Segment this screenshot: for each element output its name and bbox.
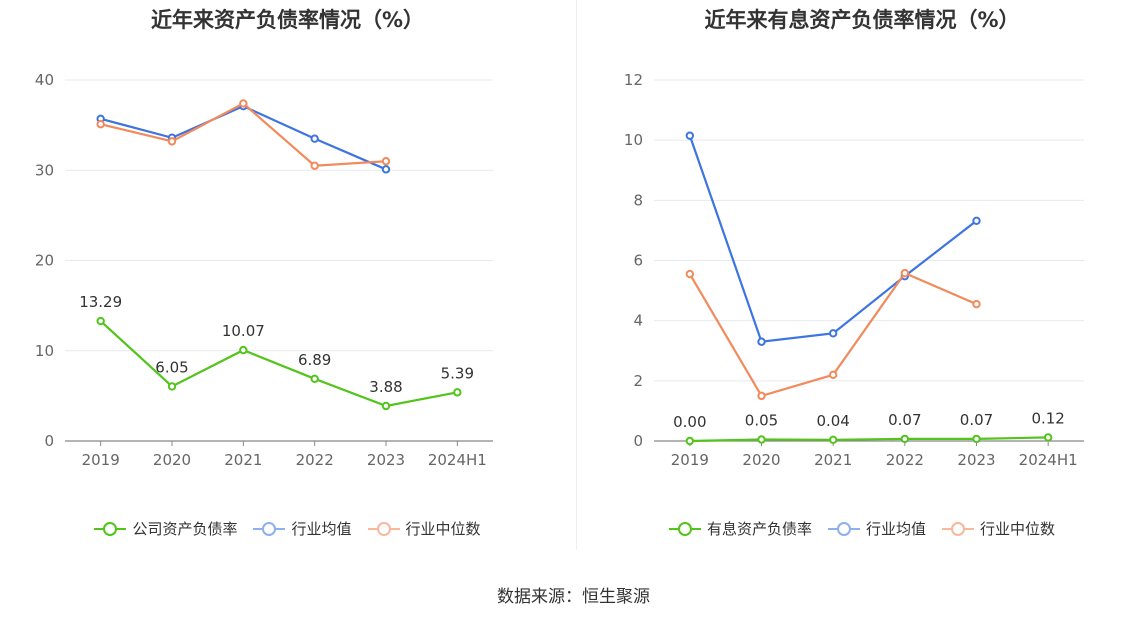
legend-item-industry-median[interactable]: 行业中位数 bbox=[367, 518, 481, 539]
chart-plot-debt-ratio: 0 10 20 30 40 2019 2020 2021 2022 2023 2024H1 13.29… bbox=[35, 71, 493, 469]
data-point bbox=[381, 401, 391, 411]
legend-item-company[interactable]: 有息资产负债率 bbox=[668, 518, 812, 539]
y-tick-label: 30 bbox=[35, 161, 54, 179]
data-point bbox=[972, 216, 981, 225]
y-tick-label: 6 bbox=[633, 252, 643, 270]
legend-label: 行业中位数 bbox=[405, 520, 481, 538]
x-tick-label: 2021 bbox=[814, 451, 852, 469]
data-point bbox=[972, 434, 981, 444]
data-point bbox=[96, 120, 105, 129]
data-label: 0.07 bbox=[888, 411, 921, 429]
legend-line-icon bbox=[827, 521, 860, 536]
x-tick-label: 2020 bbox=[742, 451, 780, 469]
data-label: 6.05 bbox=[155, 358, 188, 376]
data-point bbox=[828, 329, 838, 338]
data-point bbox=[381, 165, 391, 174]
y-tick-label: 0 bbox=[633, 432, 643, 450]
data-point bbox=[310, 161, 319, 170]
data-point bbox=[1043, 433, 1053, 442]
y-tick-label: 10 bbox=[624, 131, 643, 149]
legend-line-icon bbox=[94, 521, 127, 536]
data-label: 0.12 bbox=[1031, 409, 1064, 427]
legend-line-icon bbox=[942, 521, 974, 536]
legend-item-industry-mean[interactable]: 行业均值 bbox=[253, 518, 352, 539]
data-label: 6.89 bbox=[298, 351, 331, 369]
x-tick-label: 2023 bbox=[957, 451, 995, 469]
y-tick-label: 40 bbox=[35, 71, 54, 89]
data-point bbox=[239, 99, 248, 108]
x-tick-label: 2024H1 bbox=[1019, 451, 1078, 469]
legend-label: 公司资产负债率 bbox=[132, 520, 238, 538]
data-point bbox=[828, 435, 838, 444]
series-line bbox=[99, 320, 458, 408]
y-tick-label: 4 bbox=[633, 312, 643, 330]
data-point bbox=[381, 157, 391, 166]
chart-panel-debt-ratio: 近年来资产负债率情况（%） 0 10 20 30 40 2019 2020 2021 2022 2… bbox=[0, 0, 575, 560]
legend-label: 行业中位数 bbox=[980, 520, 1056, 538]
data-point bbox=[828, 370, 838, 380]
x-tick-label: 2023 bbox=[367, 451, 405, 469]
chart-legend: 公司资产负债率 行业均值 行业中位数 bbox=[0, 518, 575, 539]
data-point bbox=[900, 434, 910, 444]
data-point bbox=[310, 134, 319, 143]
legend-label: 有息资产负债率 bbox=[706, 520, 812, 538]
data-label: 3.88 bbox=[369, 378, 402, 396]
series-line bbox=[688, 135, 978, 343]
y-tick-label: 2 bbox=[633, 372, 643, 390]
y-tick-label: 12 bbox=[624, 71, 643, 89]
legend-item-company[interactable]: 公司资产负债率 bbox=[94, 518, 237, 539]
x-tick-label: 2024H1 bbox=[428, 451, 487, 469]
data-point bbox=[685, 131, 695, 140]
data-point bbox=[757, 337, 766, 346]
x-tick-label: 2022 bbox=[296, 451, 334, 469]
chart-title: 近年来资产负债率情况（%） bbox=[150, 8, 425, 32]
series-line bbox=[689, 436, 1049, 443]
data-label: 10.07 bbox=[222, 322, 265, 340]
y-tick-label: 10 bbox=[35, 342, 54, 360]
data-point bbox=[685, 436, 695, 446]
legend-item-industry-mean[interactable]: 行业均值 bbox=[827, 518, 926, 539]
chart-panel-interest-debt-ratio: 近年来有息资产负债率情况（%） 0 2 4 6 8 10 12 2019 2020 2021 202… bbox=[577, 0, 1147, 560]
legend-line-icon bbox=[668, 521, 701, 536]
data-point bbox=[900, 268, 910, 278]
legend-label: 行业均值 bbox=[865, 520, 926, 538]
data-label: 5.39 bbox=[441, 364, 474, 382]
legend-line-icon bbox=[253, 521, 286, 536]
data-label: 0.05 bbox=[745, 411, 778, 429]
data-point bbox=[685, 269, 695, 279]
data-label: 0.07 bbox=[960, 411, 993, 429]
chart-plot-interest-debt-ratio: 0 2 4 6 8 10 12 2019 2020 2021 2022 2023 2024H1 0.00 0… bbox=[624, 71, 1084, 469]
data-point bbox=[453, 388, 462, 397]
series-line bbox=[100, 102, 387, 167]
y-tick-label: 20 bbox=[35, 252, 54, 270]
legend-label: 行业均值 bbox=[291, 520, 352, 538]
x-tick-label: 2019 bbox=[82, 451, 120, 469]
chart-legend: 有息资产负债率 行业均值 行业中位数 bbox=[577, 518, 1147, 539]
data-point bbox=[310, 374, 319, 384]
data-point bbox=[757, 391, 766, 401]
data-source-note: 数据来源：恒生聚源 bbox=[497, 587, 650, 607]
y-tick-label: 0 bbox=[44, 432, 54, 450]
x-tick-label: 2021 bbox=[224, 451, 262, 469]
data-point bbox=[167, 137, 177, 146]
data-point bbox=[96, 316, 105, 326]
y-tick-label: 8 bbox=[633, 191, 643, 209]
data-label: 13.29 bbox=[79, 293, 122, 311]
x-tick-label: 2022 bbox=[886, 451, 924, 469]
series-line bbox=[100, 104, 387, 171]
data-point bbox=[757, 435, 766, 444]
legend-item-industry-median[interactable]: 行业中位数 bbox=[942, 518, 1055, 539]
data-point bbox=[239, 345, 248, 355]
x-tick-label: 2019 bbox=[671, 451, 709, 469]
chart-title: 近年来有息资产负债率情况（%） bbox=[704, 8, 1020, 32]
legend-line-icon bbox=[367, 521, 400, 536]
data-label: 0.00 bbox=[673, 413, 706, 431]
panel-divider bbox=[576, 0, 577, 550]
data-point bbox=[167, 382, 177, 391]
data-point bbox=[972, 299, 981, 309]
data-label: 0.04 bbox=[816, 412, 849, 430]
x-tick-label: 2020 bbox=[153, 451, 191, 469]
